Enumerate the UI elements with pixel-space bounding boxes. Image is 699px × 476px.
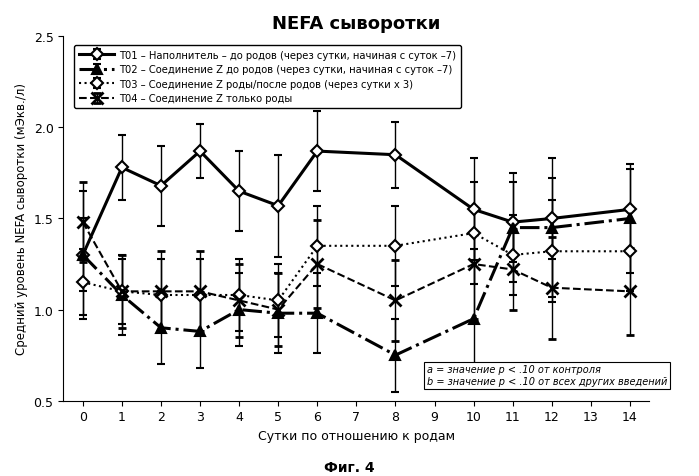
Title: NEFA сыворотки: NEFA сыворотки [272,15,440,33]
Y-axis label: Средний уровень NEFA сыворотки (мЭкв./л): Средний уровень NEFA сыворотки (мЭкв./л) [15,83,28,355]
Text: Фиг. 4: Фиг. 4 [324,460,375,474]
Legend: T01 – Наполнитель – до родов (через сутки, начиная с суток –7), T02 – Соединение: T01 – Наполнитель – до родов (через сутк… [74,46,461,109]
Text: a = значение p < .10 от контроля
b = значение p < .10 от всех других введений: a = значение p < .10 от контроля b = зна… [426,365,667,386]
X-axis label: Сутки по отношению к родам: Сутки по отношению к родам [258,429,455,442]
